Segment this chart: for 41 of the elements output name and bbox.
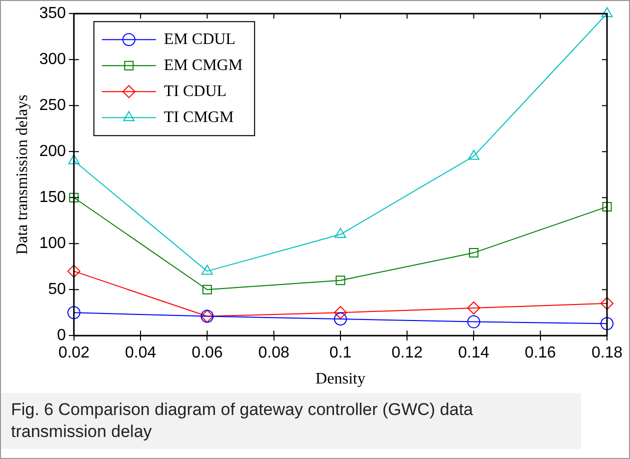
point	[334, 228, 346, 238]
y-tick-label: 50	[48, 281, 66, 298]
x-axis-title: Density	[316, 370, 366, 388]
caption: Fig. 6 Comparison diagram of gateway controller (GWC) data transmission delay	[1, 393, 581, 449]
point	[468, 248, 478, 258]
x-tick-label: 0.08	[258, 344, 290, 362]
point	[336, 276, 346, 286]
point	[334, 312, 347, 326]
point	[467, 302, 480, 314]
x-tick-label: 0.1	[329, 344, 352, 362]
y-tick-label: 200	[39, 143, 66, 160]
point	[600, 296, 614, 310]
point	[201, 264, 213, 275]
legend-label: TI CDUL	[164, 82, 227, 100]
point	[67, 264, 80, 278]
x-tick-label: 0.04	[124, 344, 156, 362]
x-tick-label: 0.16	[524, 344, 556, 362]
y-axis-title: Data transmission delays	[14, 94, 31, 255]
x-tick-label: 0.18	[591, 344, 623, 362]
legend-label: EM CDUL	[164, 30, 236, 48]
point	[334, 306, 347, 320]
point	[601, 7, 613, 18]
x-tick-label: 0.06	[192, 344, 223, 362]
point	[67, 306, 80, 320]
y-tick-label: 250	[39, 97, 66, 114]
y-tick-label: 100	[39, 235, 66, 252]
point	[68, 154, 80, 164]
y-tick-label: 350	[39, 5, 66, 22]
point	[600, 317, 614, 330]
x-tick-label: 0.02	[58, 344, 90, 362]
point	[468, 150, 480, 160]
point	[602, 202, 612, 212]
y-tick-label: 300	[39, 51, 66, 68]
x-tick-label: 0.14	[458, 344, 490, 362]
legend-label: EM CMGM	[164, 56, 243, 74]
legend-label: TI CMGM	[164, 108, 234, 126]
point	[467, 315, 480, 328]
x-tick-label: 0.12	[392, 344, 423, 362]
y-tick-label: 150	[39, 189, 66, 206]
point	[202, 284, 212, 294]
y-tick-label: 0	[56, 327, 66, 344]
